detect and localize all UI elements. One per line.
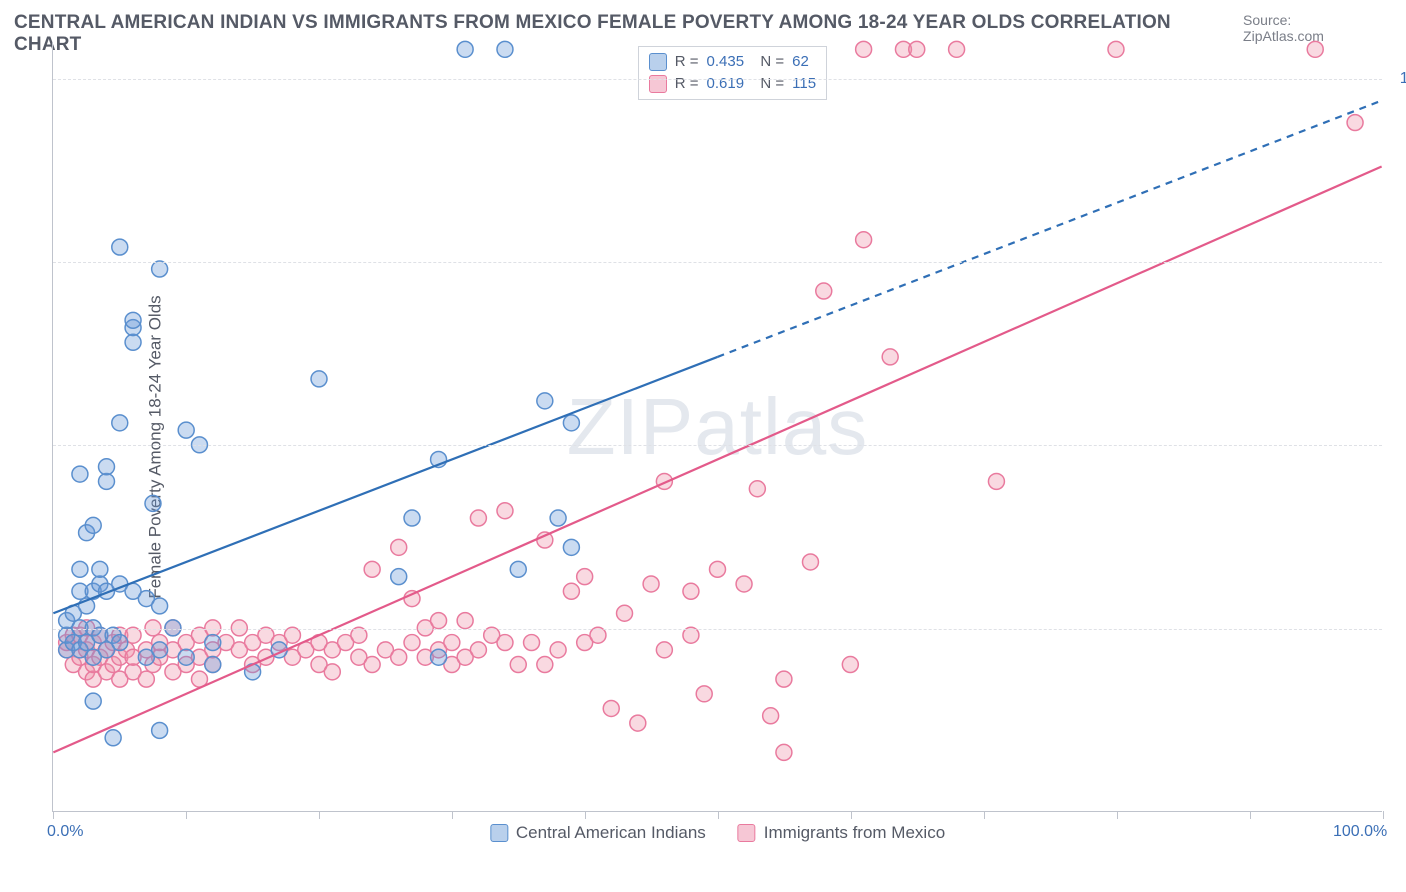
scatter-point [617, 605, 633, 621]
scatter-point [404, 635, 420, 651]
scatter-point [457, 41, 473, 57]
scatter-point [563, 539, 579, 555]
scatter-point [949, 41, 965, 57]
scatter-point [537, 657, 553, 673]
scatter-point [138, 671, 154, 687]
scatter-svg [53, 42, 1382, 811]
scatter-point [391, 539, 407, 555]
scatter-point [145, 495, 161, 511]
scatter-point [404, 510, 420, 526]
scatter-point [364, 657, 380, 673]
source-attribution: Source: ZipAtlas.com [1243, 12, 1376, 44]
scatter-point [856, 232, 872, 248]
scatter-point [125, 312, 141, 328]
scatter-point [909, 41, 925, 57]
legend-item: Immigrants from Mexico [738, 823, 945, 843]
scatter-point [497, 635, 513, 651]
scatter-point [152, 722, 168, 738]
scatter-point [72, 561, 88, 577]
scatter-point [1108, 41, 1124, 57]
scatter-point [205, 657, 221, 673]
scatter-point [391, 649, 407, 665]
scatter-point [577, 569, 593, 585]
series-legend: Central American Indians Immigrants from… [490, 823, 945, 843]
scatter-point [431, 649, 447, 665]
scatter-point [457, 613, 473, 629]
scatter-point [776, 671, 792, 687]
x-tick-label: 0.0% [47, 823, 83, 841]
legend-series-label: Immigrants from Mexico [764, 823, 945, 843]
scatter-point [749, 481, 765, 497]
scatter-point [816, 283, 832, 299]
scatter-point [537, 393, 553, 409]
scatter-point [603, 700, 619, 716]
y-tick-label: 100.0% [1400, 70, 1406, 88]
scatter-point [988, 473, 1004, 489]
scatter-point [178, 649, 194, 665]
regression-line [53, 357, 717, 613]
scatter-point [643, 576, 659, 592]
scatter-point [152, 261, 168, 277]
x-tick-label: 100.0% [1333, 823, 1387, 841]
scatter-point [364, 561, 380, 577]
scatter-point [497, 41, 513, 57]
scatter-point [563, 415, 579, 431]
scatter-point [311, 371, 327, 387]
scatter-point [431, 613, 447, 629]
scatter-point [85, 517, 101, 533]
scatter-point [152, 598, 168, 614]
scatter-point [99, 473, 115, 489]
scatter-point [776, 744, 792, 760]
scatter-point [324, 664, 340, 680]
scatter-point [105, 730, 121, 746]
scatter-point [470, 642, 486, 658]
scatter-point [125, 334, 141, 350]
scatter-point [736, 576, 752, 592]
scatter-point [802, 554, 818, 570]
scatter-point [205, 635, 221, 651]
plot-area: ZIPatlas R = 0.435 N = 62 R = 0.619 N = … [52, 42, 1382, 812]
scatter-point [710, 561, 726, 577]
scatter-point [444, 635, 460, 651]
scatter-point [72, 466, 88, 482]
scatter-point [178, 422, 194, 438]
legend-swatch-icon [738, 824, 756, 842]
scatter-point [152, 642, 168, 658]
scatter-point [563, 583, 579, 599]
scatter-point [630, 715, 646, 731]
scatter-point [763, 708, 779, 724]
legend-item: Central American Indians [490, 823, 706, 843]
scatter-point [112, 635, 128, 651]
scatter-point [85, 693, 101, 709]
scatter-point [112, 415, 128, 431]
scatter-point [497, 503, 513, 519]
scatter-point [656, 642, 672, 658]
scatter-point [510, 657, 526, 673]
scatter-point [550, 642, 566, 658]
scatter-point [696, 686, 712, 702]
legend-series-label: Central American Indians [516, 823, 706, 843]
scatter-point [550, 510, 566, 526]
scatter-point [1307, 41, 1323, 57]
chart-container: Female Poverty Among 18-24 Year Olds ZIP… [14, 42, 1392, 852]
scatter-point [856, 41, 872, 57]
regression-line-dashed [718, 101, 1382, 357]
scatter-point [92, 561, 108, 577]
scatter-point [391, 569, 407, 585]
scatter-point [470, 510, 486, 526]
regression-line [53, 167, 1381, 753]
scatter-point [842, 657, 858, 673]
scatter-point [99, 459, 115, 475]
scatter-point [510, 561, 526, 577]
legend-swatch-icon [490, 824, 508, 842]
scatter-point [683, 583, 699, 599]
scatter-point [882, 349, 898, 365]
scatter-point [112, 239, 128, 255]
scatter-point [1347, 115, 1363, 131]
scatter-point [524, 635, 540, 651]
